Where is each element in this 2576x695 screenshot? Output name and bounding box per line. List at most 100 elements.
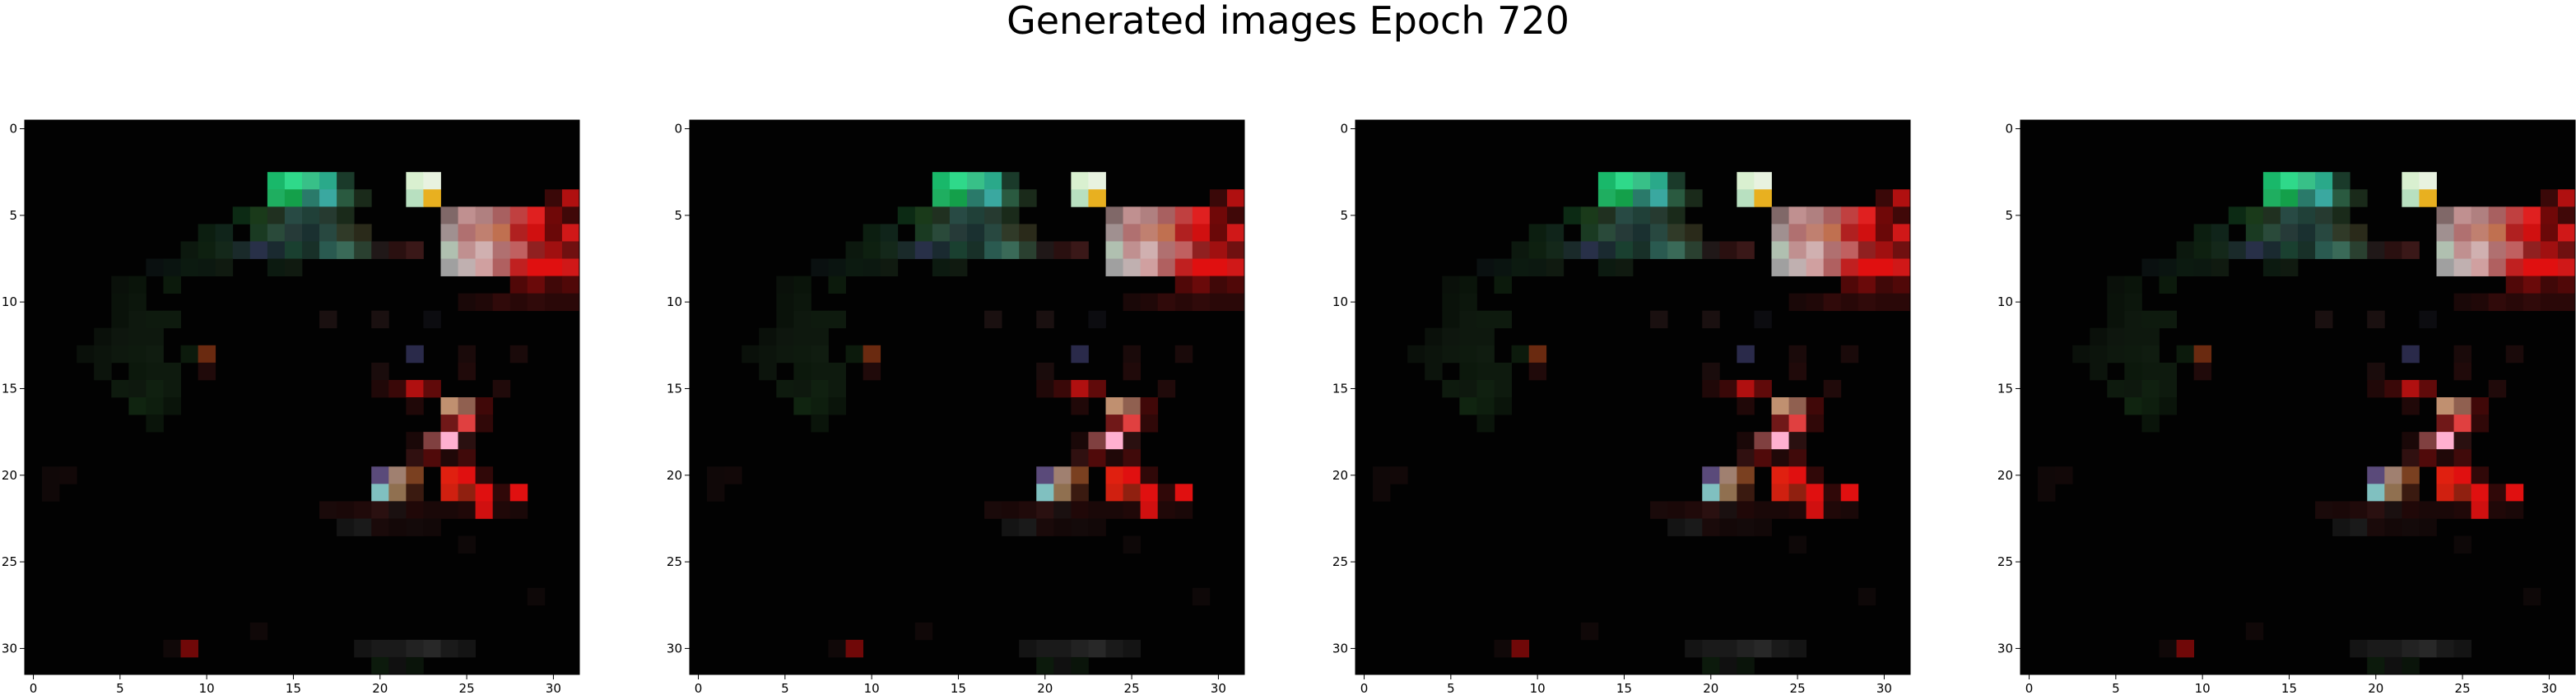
image-pixel: [1546, 258, 1565, 276]
image-pixel: [2228, 241, 2247, 259]
image-pixel: [1667, 241, 1686, 259]
x-tick-label: 15: [1616, 681, 1632, 695]
image-pixel: [423, 189, 441, 207]
image-pixel: [1823, 224, 1842, 242]
image-pixel: [2090, 362, 2108, 381]
image-pixel: [1650, 224, 1668, 242]
image-pixel: [1788, 397, 1807, 415]
image-pixel: [1633, 189, 1651, 207]
x-tick-label: 30: [2541, 681, 2557, 695]
image-pixel: [1123, 362, 1142, 381]
image-pixel: [544, 189, 563, 207]
image-pixel: [984, 172, 1002, 190]
x-tick-label: 25: [2455, 681, 2471, 695]
image-pixel: [1053, 379, 1072, 398]
image-pixel: [284, 258, 303, 276]
image-pixel: [423, 639, 441, 658]
image-pixel: [984, 501, 1002, 519]
image-pixel: [337, 206, 355, 225]
image-pixel: [180, 258, 199, 276]
image-pixel: [1002, 172, 1020, 190]
image-pixel: [111, 276, 129, 294]
image-pixel: [1858, 206, 1876, 225]
image-pixel: [1123, 466, 1142, 484]
image-pixel: [2488, 379, 2507, 398]
image-pixel: [2505, 501, 2524, 519]
image-pixel: [2090, 327, 2108, 346]
image-pixel: [967, 206, 985, 225]
image-pixel: [2159, 258, 2177, 276]
image-pixel: [163, 379, 181, 398]
image-pixel: [1071, 656, 1089, 675]
image-pixel: [776, 276, 794, 294]
image-pixel: [2419, 189, 2437, 207]
x-tick-label: 25: [1790, 681, 1806, 695]
image-pixel: [1036, 518, 1054, 536]
image-pixel: [1157, 258, 1176, 276]
image-pixel: [2419, 501, 2437, 519]
image-pixel: [845, 258, 864, 276]
image-pixel: [1771, 449, 1789, 467]
image-pixel: [724, 466, 742, 484]
image-pixel: [249, 622, 268, 641]
image-pixel: [759, 362, 777, 381]
image-pixel: [1442, 379, 1460, 398]
image-pixel: [146, 362, 164, 381]
image-pixel: [1597, 172, 1616, 190]
image-pixel: [2523, 224, 2541, 242]
image-pixel: [2315, 206, 2333, 225]
y-tick-label: 0: [674, 122, 682, 137]
image-pixel: [2367, 639, 2385, 658]
image-pixel: [2436, 224, 2454, 242]
image-pixel: [1088, 379, 1106, 398]
image-pixel: [406, 241, 424, 259]
image-pixel: [475, 258, 494, 276]
image-pixel: [475, 466, 494, 484]
image-pixel: [793, 345, 811, 364]
image-pixel: [2436, 484, 2454, 502]
image-pixel: [2557, 276, 2576, 294]
image-pixel: [2384, 379, 2402, 398]
image-pixel: [1476, 258, 1495, 276]
image-pixel: [1615, 172, 1634, 190]
image-pixel: [544, 241, 563, 259]
image-pixel: [2245, 206, 2264, 225]
image-pixel: [2332, 224, 2350, 242]
image-pixel: [1425, 345, 1443, 364]
image-pixel: [1840, 293, 1859, 312]
image-pixel: [527, 241, 546, 259]
image-pixel: [440, 224, 458, 242]
image-pixel: [371, 362, 389, 381]
image-pixel: [1157, 241, 1176, 259]
image-pixel: [1737, 379, 1755, 398]
image-pixel: [1140, 397, 1159, 415]
image-pixel: [1650, 206, 1668, 225]
image-pixel: [458, 432, 477, 450]
image-pixel: [793, 397, 811, 415]
image-pixel: [146, 258, 164, 276]
image-pixel: [1806, 241, 1825, 259]
image-panel-1: 0 5 10 15 20 25 30 0 5 10 15 20 25 30: [2, 119, 580, 695]
image-pixel: [232, 241, 251, 259]
image-pixel: [1806, 397, 1825, 415]
image-pixel: [2124, 362, 2142, 381]
image-pixel: [527, 293, 546, 312]
image-pixel: [2453, 415, 2472, 433]
image-pixel: [249, 241, 268, 259]
image-pixel: [406, 172, 424, 190]
y-tick-label: 25: [2, 554, 17, 569]
image-pixel: [2298, 224, 2316, 242]
image-pixel: [1192, 293, 1211, 312]
axes-frame: [1355, 119, 1911, 675]
image-pixel: [1019, 639, 1037, 658]
x-tick-label: 0: [2025, 681, 2034, 695]
image-pixel: [2505, 258, 2524, 276]
image-pixel: [146, 345, 164, 364]
image-pixel: [828, 639, 846, 658]
image-pixel: [2436, 258, 2454, 276]
image-pixel: [1511, 639, 1530, 658]
image-pixel: [2211, 224, 2230, 242]
image-pixel: [388, 484, 407, 502]
image-pixel: [1892, 189, 1911, 207]
image-pixel: [967, 172, 985, 190]
